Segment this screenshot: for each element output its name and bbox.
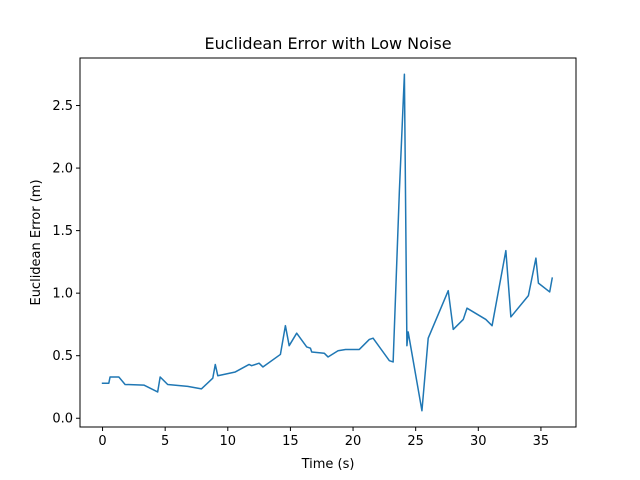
x-tick-label: 15	[282, 434, 299, 449]
y-tick-label: 0.0	[52, 412, 73, 427]
y-axis-label: Euclidean Error (m)	[29, 179, 44, 305]
chart-title: Euclidean Error with Low Noise	[204, 34, 451, 53]
y-tick-label: 2.5	[52, 99, 73, 114]
plot-area	[101, 73, 554, 412]
y-tick-label: 1.5	[52, 224, 73, 239]
axes-frame	[79, 57, 577, 428]
y-tick-label: 2.0	[52, 162, 73, 177]
y-tick-label: 1.0	[52, 287, 73, 302]
x-axis: 0 5 10 15 20 25 30 35	[98, 427, 549, 449]
x-axis-label: Time (s)	[301, 457, 355, 472]
x-tick-label: 0	[98, 434, 106, 449]
x-tick-label: 20	[345, 434, 362, 449]
y-axis: 0.0 0.5 1.0 1.5 2.0 2.5	[52, 99, 80, 427]
x-tick-label: 25	[407, 434, 424, 449]
x-tick-label: 30	[470, 434, 487, 449]
x-tick-label: 35	[533, 434, 550, 449]
x-tick-label: 10	[220, 434, 237, 449]
x-tick-label: 5	[161, 434, 169, 449]
y-tick-label: 0.5	[52, 349, 73, 364]
series-line-0	[101, 73, 554, 412]
